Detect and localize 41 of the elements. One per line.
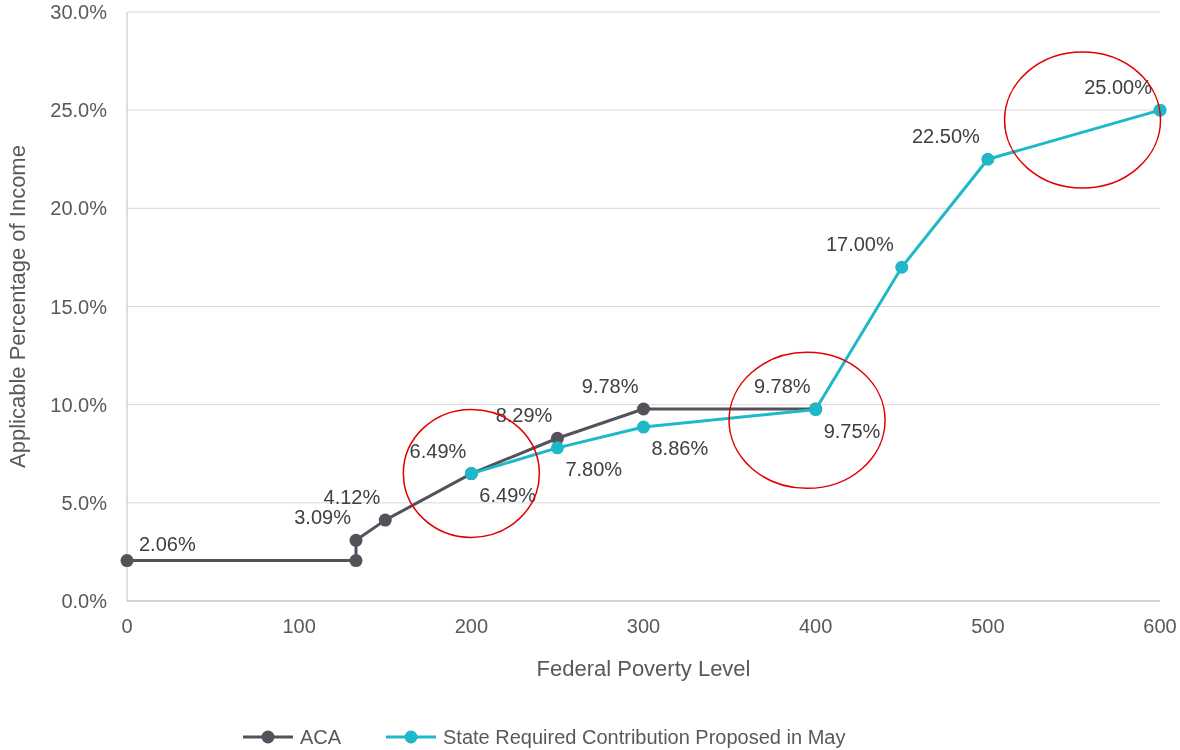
- point: [637, 420, 650, 434]
- y-tick-label: 20.0%: [50, 197, 108, 220]
- data-label: 2.06%: [139, 532, 196, 555]
- point: [981, 152, 995, 166]
- y-tick-label: 25.0%: [50, 99, 108, 122]
- y-tick-label: 5.0%: [61, 491, 108, 514]
- data-label: 8.86%: [651, 437, 709, 460]
- data-label: 4.12%: [323, 486, 381, 509]
- point: [120, 554, 134, 568]
- data-label: 6.49%: [409, 439, 467, 462]
- x-tick-label: 400: [798, 615, 833, 637]
- y-axis-title: Applicable Percentage of Income: [5, 145, 30, 468]
- x-axis-title: Federal Poverty Level: [536, 656, 751, 681]
- point: [349, 554, 363, 568]
- y-tick-label: 15.0%: [50, 295, 108, 318]
- x-tick-label: 600: [1143, 615, 1177, 637]
- point: [550, 441, 564, 455]
- data-label: 9.78%: [753, 374, 811, 397]
- data-label: 9.75%: [823, 419, 881, 442]
- y-tick-label: 0.0%: [61, 590, 108, 612]
- data-label: 9.78%: [581, 374, 639, 397]
- x-tick-label: 100: [282, 615, 316, 637]
- legend-label: ACA: [300, 726, 342, 748]
- data-label: 6.49%: [479, 483, 537, 506]
- data-label: 25.00%: [1084, 76, 1153, 99]
- x-tick-label: 0: [121, 615, 133, 637]
- point: [895, 260, 909, 274]
- x-tick-label: 300: [626, 615, 661, 637]
- data-label: 17.00%: [825, 233, 894, 256]
- x-tick-label: 500: [971, 615, 1005, 637]
- point: [349, 533, 363, 547]
- y-tick-label: 10.0%: [50, 393, 108, 416]
- legend-label: State Required Contribution Proposed in May: [443, 726, 846, 748]
- x-tick-label: 200: [454, 615, 489, 637]
- point: [637, 402, 650, 416]
- point: [378, 513, 392, 527]
- data-label: 7.80%: [565, 457, 623, 480]
- data-label: 3.09%: [294, 506, 352, 529]
- data-label: 22.50%: [911, 125, 981, 148]
- y-tick-label: 30.0%: [50, 1, 108, 23]
- data-label: 8.29%: [495, 404, 553, 427]
